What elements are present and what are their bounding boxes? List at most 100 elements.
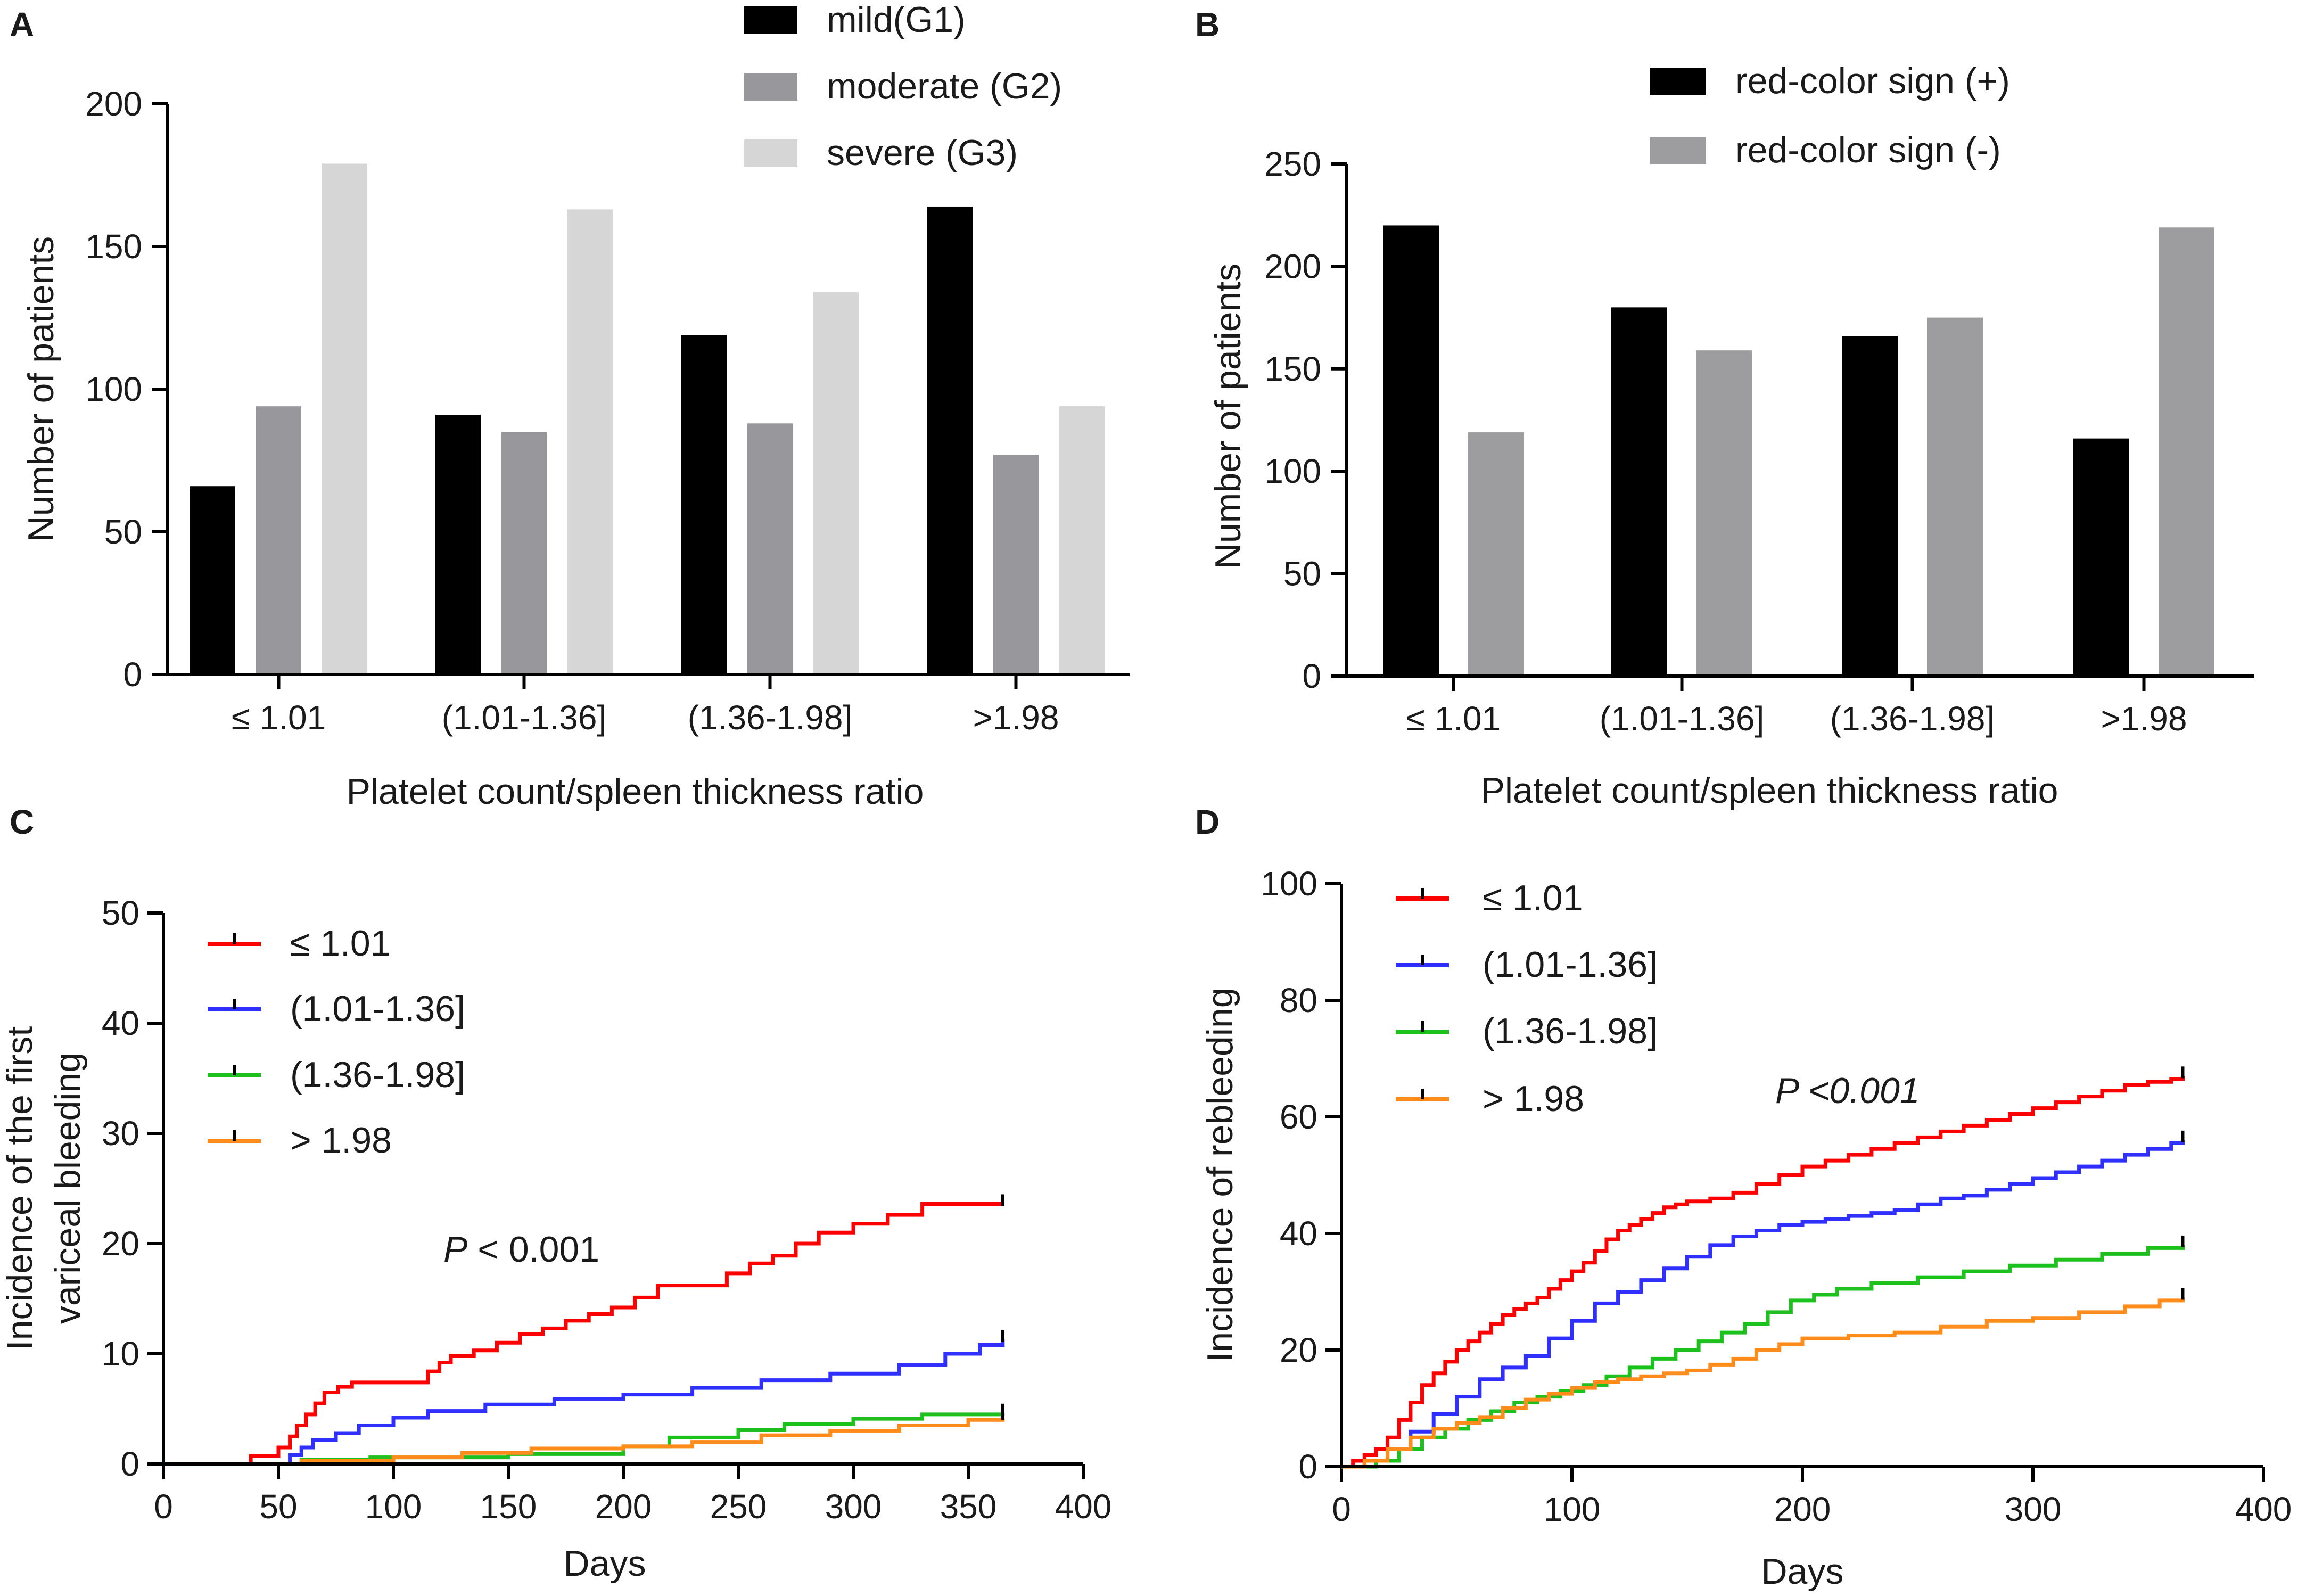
y-tick-label-30: 30 bbox=[102, 1114, 139, 1153]
y-tick-label-50: 50 bbox=[102, 894, 139, 932]
x-axis-title-a: Platelet count/spleen thickness ratio bbox=[347, 771, 924, 812]
panel-b: B red-color sign (+) red-color sign (-) 0… bbox=[1195, 5, 2254, 811]
y-tick-label-0: 0 bbox=[120, 1445, 139, 1483]
legend-label-1-36-1-98: (1.36-1.98] bbox=[1482, 1011, 1658, 1051]
legend-d: ≤ 1.01 (1.01-1.36] (1.36-1.98] > 1.98 bbox=[1396, 878, 1658, 1119]
y-axis-title-a: Number of patients bbox=[21, 236, 61, 542]
x-axis-ticks-d: 0 100 200 300 400 bbox=[1332, 1467, 2292, 1528]
bar-1-36-1-98-moderate-g2 bbox=[747, 423, 793, 674]
y-tick-label-100: 100 bbox=[1261, 865, 1317, 903]
y-tick-label-40: 40 bbox=[102, 1004, 139, 1042]
x-tick-label-150: 150 bbox=[480, 1487, 537, 1526]
bar-1-01-moderate-g2 bbox=[256, 406, 301, 674]
bar-1-01-red-color-sign bbox=[1468, 432, 1524, 676]
bar-1-36-1-98-mild-g1 bbox=[681, 335, 727, 674]
x-axis-title-d: Days bbox=[1761, 1551, 1844, 1592]
legend-a: mild(G1) moderate (G2) severe (G3) bbox=[744, 0, 1062, 173]
y-axis-ticks-b: 0 50 100 150 200 250 bbox=[1264, 145, 1347, 695]
y-tick-label-80: 80 bbox=[1280, 981, 1317, 1019]
y-tick-label-150: 150 bbox=[85, 227, 142, 266]
x-category-label-1-36-1-98: (1.36-1.98] bbox=[1830, 700, 1995, 738]
km-curve-1-01 bbox=[163, 1202, 1003, 1466]
x-axis-categories-b: ≤ 1.01 (1.01-1.36] (1.36-1.98] >1.98 bbox=[1406, 676, 2187, 738]
km-curves-c bbox=[163, 1194, 1005, 1466]
x-tick-label-0: 0 bbox=[1332, 1490, 1351, 1528]
x-tick-label-100: 100 bbox=[1544, 1490, 1601, 1528]
bar-1-98-severe-g3 bbox=[1059, 406, 1105, 674]
x-category-label-1-98: >1.98 bbox=[2101, 700, 2187, 738]
x-axis-title-b: Platelet count/spleen thickness ratio bbox=[1481, 770, 2058, 811]
panel-letter-d: D bbox=[1195, 803, 1220, 841]
panel-letter-b: B bbox=[1195, 5, 1220, 44]
y-axis-ticks-c: 0 10 20 30 40 50 bbox=[102, 894, 163, 1483]
legend-label-1-98: > 1.98 bbox=[290, 1120, 392, 1161]
y-tick-label-50: 50 bbox=[104, 513, 142, 551]
bar-1-01-1-36-mild-g1 bbox=[435, 415, 481, 674]
x-tick-label-50: 50 bbox=[259, 1487, 297, 1526]
y-tick-label-150: 150 bbox=[1264, 350, 1321, 388]
y-tick-label-20: 20 bbox=[1280, 1331, 1317, 1369]
km-curve-1-01-1-36 bbox=[163, 1339, 1005, 1466]
bar-1-01-1-36-severe-g3 bbox=[567, 209, 613, 674]
y-tick-label-40: 40 bbox=[1280, 1214, 1317, 1253]
x-axis-categories-a: ≤ 1.01 (1.01-1.36] (1.36-1.98] >1.98 bbox=[232, 674, 1059, 737]
y-tick-label-200: 200 bbox=[1264, 247, 1321, 285]
x-category-label-1-01-1-36: (1.01-1.36] bbox=[1600, 700, 1765, 738]
bar-1-98-red-color-sign bbox=[2159, 227, 2214, 677]
panel-d: D 0 20 40 60 80 100 0 100 200 300 400 ≤ 1.01 (1.01… bbox=[1195, 803, 2292, 1592]
bars-b bbox=[1383, 225, 2214, 677]
x-tick-label-200: 200 bbox=[595, 1487, 652, 1526]
x-category-label-1-01: ≤ 1.01 bbox=[232, 698, 326, 737]
y-tick-label-20: 20 bbox=[102, 1224, 139, 1263]
legend-label-1-01-1-36: (1.01-1.36] bbox=[1482, 944, 1658, 985]
y-tick-label-200: 200 bbox=[85, 85, 142, 123]
km-curve-1-01-1-36 bbox=[1341, 1140, 2185, 1469]
y-tick-label-0: 0 bbox=[1302, 657, 1321, 695]
x-tick-label-100: 100 bbox=[365, 1487, 422, 1526]
x-tick-label-200: 200 bbox=[1774, 1490, 1831, 1528]
legend-swatch-moderate-g2 bbox=[744, 73, 797, 101]
legend-c: ≤ 1.01 (1.01-1.36] (1.36-1.98] > 1.98 bbox=[208, 923, 465, 1161]
p-value-d: P <0.001 bbox=[1775, 1071, 1920, 1111]
y-tick-label-50: 50 bbox=[1283, 555, 1321, 593]
x-tick-label-400: 400 bbox=[1055, 1487, 1112, 1526]
legend-label-1-01: ≤ 1.01 bbox=[1482, 878, 1583, 918]
legend-label-severe-g3: severe (G3) bbox=[827, 133, 1018, 173]
x-axis-title-c: Days bbox=[564, 1543, 646, 1584]
legend-label-moderate-g2: moderate (G2) bbox=[827, 66, 1062, 106]
legend-label-red-color-sign: red-color sign (+) bbox=[1735, 61, 2010, 101]
panel-letter-a: A bbox=[10, 5, 34, 44]
legend-b: red-color sign (+) red-color sign (-) bbox=[1650, 61, 2010, 170]
bar-1-01-1-36-moderate-g2 bbox=[501, 432, 547, 674]
bar-1-01-mild-g1 bbox=[190, 486, 235, 674]
bar-1-98-moderate-g2 bbox=[993, 455, 1039, 674]
x-tick-label-350: 350 bbox=[940, 1487, 997, 1526]
x-category-label-1-01: ≤ 1.01 bbox=[1406, 700, 1501, 738]
y-tick-label-100: 100 bbox=[85, 370, 142, 408]
km-curve-1-36-1-98 bbox=[1341, 1245, 2185, 1469]
legend-label-1-36-1-98: (1.36-1.98] bbox=[290, 1055, 465, 1095]
legend-swatch-red-color-sign bbox=[1650, 137, 1706, 164]
legend-swatch-mild-g1 bbox=[744, 6, 797, 34]
x-axis-ticks-c: 0 50 100 150 200 250 300 350 400 bbox=[154, 1464, 1111, 1526]
legend-label-1-01: ≤ 1.01 bbox=[290, 923, 391, 964]
y-axis-title-c-line1: Incidence of the first bbox=[0, 1026, 40, 1351]
x-tick-label-400: 400 bbox=[2235, 1490, 2292, 1528]
legend-label-1-98: > 1.98 bbox=[1482, 1079, 1584, 1119]
x-category-label-1-98: >1.98 bbox=[973, 698, 1059, 737]
panel-a: A mild(G1) moderate (G2) severe (G3) 0 50 10… bbox=[10, 0, 1130, 812]
bar-1-36-1-98-red-color-sign bbox=[1927, 317, 1983, 676]
y-axis-ticks-a: 0 50 100 150 200 bbox=[85, 85, 168, 694]
bar-1-36-1-98-red-color-sign bbox=[1842, 336, 1898, 676]
bar-1-01-red-color-sign bbox=[1383, 225, 1439, 676]
legend-label-mild-g1: mild(G1) bbox=[827, 0, 966, 40]
y-tick-label-10: 10 bbox=[102, 1335, 139, 1373]
bar-1-01-1-36-red-color-sign bbox=[1611, 307, 1667, 676]
x-tick-label-300: 300 bbox=[2005, 1490, 2062, 1528]
x-tick-label-0: 0 bbox=[154, 1487, 173, 1526]
y-axis-title-c-line2: variceal bleeding bbox=[47, 1052, 88, 1324]
bar-1-98-mild-g1 bbox=[927, 206, 973, 675]
km-curve-1-98 bbox=[163, 1418, 1005, 1466]
x-category-label-1-01-1-36: (1.01-1.36] bbox=[442, 698, 607, 737]
